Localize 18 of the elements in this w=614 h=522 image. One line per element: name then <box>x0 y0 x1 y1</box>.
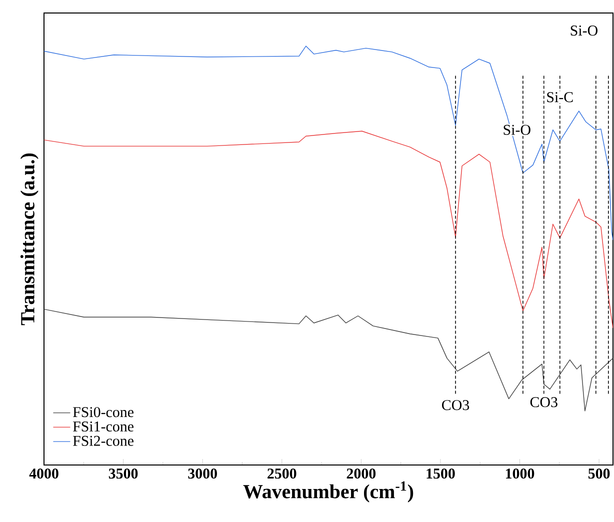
legend-label: FSi1-cone <box>73 421 134 432</box>
x-tick-label: 3000 <box>188 468 217 479</box>
x-tick-label: 1500 <box>426 468 455 479</box>
annotation: CO3 <box>442 400 470 410</box>
x-tick-label: 1000 <box>506 468 534 479</box>
text: Si-O <box>570 26 598 36</box>
x-tick-label: 3500 <box>108 468 138 479</box>
legend-label: FSi2-cone <box>73 436 134 446</box>
annotation: Si-C <box>547 92 573 102</box>
x-tick-label: 2000 <box>346 468 376 479</box>
x-tick-label: 4000 <box>29 468 58 479</box>
x-tick-label: 500 <box>588 468 610 479</box>
x-axis-title: Wavenumber (cm$^{-1}$) <box>243 481 414 502</box>
legend-label: FSi0-cone <box>73 407 134 418</box>
annotation: Si-O <box>504 124 530 135</box>
x-tick-label: 2500 <box>268 468 296 479</box>
y-axis-title: Transmittance (a.u.) <box>20 153 38 326</box>
annotation: CO3 <box>530 397 558 408</box>
